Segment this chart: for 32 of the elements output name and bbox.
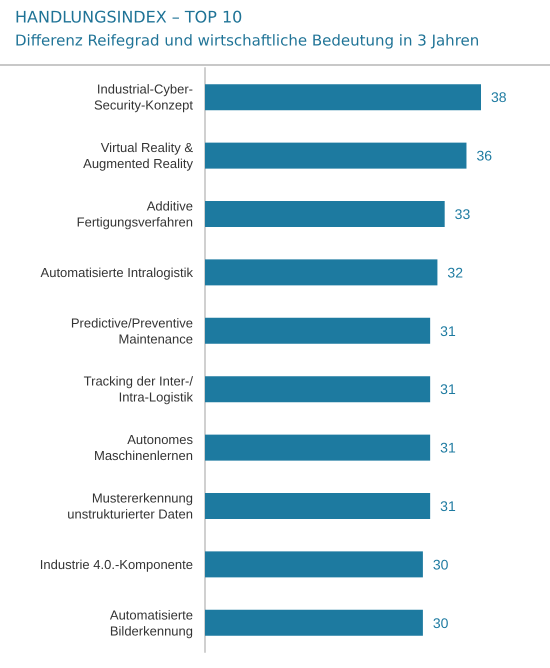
data-label: 30 <box>432 614 449 631</box>
bar <box>205 142 466 169</box>
y-tick-label: Tracking der Inter-/ Intra-Logistik <box>84 374 194 405</box>
data-label: 36 <box>476 148 492 164</box>
y-tick-label: Automatisierte Intralogistik <box>40 264 194 280</box>
bar <box>205 318 430 344</box>
y-tick-label: Automatisierte Bilderkennung <box>110 607 193 638</box>
y-tick-label: Additive Fertigungsverfahren <box>76 198 193 230</box>
bar <box>205 551 423 578</box>
data-label: 30 <box>432 556 449 572</box>
bar <box>205 434 430 461</box>
chart-title: HANDLUNGSINDEX – TOP 10 <box>15 8 242 26</box>
data-label: 38 <box>491 89 507 106</box>
y-tick-label: Virtual Reality & Augmented Reality <box>83 140 194 172</box>
data-label: 31 <box>440 322 456 339</box>
bar <box>205 493 430 519</box>
chart-subtitle: Differenz Reifegrad und wirtschaftliche Bedeutung in 3 Jahren <box>15 32 480 50</box>
y-tick-label: Industrial-Cyber- Security-Konzept <box>94 82 194 113</box>
bar <box>205 610 423 636</box>
data-label: 31 <box>440 381 456 398</box>
y-tick-label: Industrie 4.0.-Komponente <box>40 556 193 572</box>
bar <box>205 201 445 227</box>
data-label: 33 <box>454 206 470 222</box>
bar <box>205 84 481 110</box>
bar <box>205 376 430 402</box>
data-label: 31 <box>440 440 456 456</box>
y-tick-label: Predictive/Preventive Maintenance <box>70 315 193 346</box>
data-label: 31 <box>440 498 456 514</box>
data-label: 32 <box>447 264 464 280</box>
bar <box>205 259 438 286</box>
y-tick-label: Autonomes Maschinenlernen <box>94 432 194 464</box>
y-tick-label: Mustererkennung unstrukturierter Daten <box>67 490 193 522</box>
